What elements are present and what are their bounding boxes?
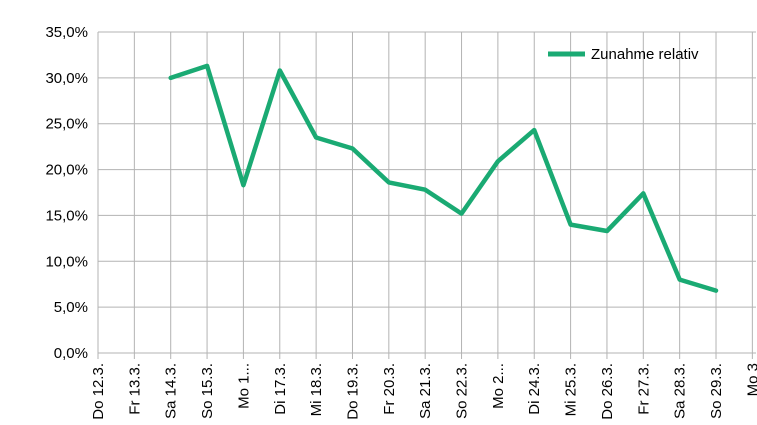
- y-tick-label: 30,0%: [45, 70, 88, 87]
- x-tick-label: Mo 1...: [235, 363, 252, 409]
- x-tick-label: Do 19.3.: [344, 363, 361, 420]
- y-tick-label: 15,0%: [45, 207, 88, 224]
- x-tick-label: Di 17.3.: [272, 363, 289, 415]
- x-tick-label: Mo 3: [744, 363, 757, 396]
- x-tick-label: Sa 14.3.: [163, 363, 180, 419]
- x-tick-label: Di 24.3.: [526, 363, 543, 415]
- x-axis-tick-labels: Do 12.3. Fr 13.3. Sa 14.3. So 15.3. Mo 1... D…: [90, 363, 757, 420]
- x-tick-label: Do 26.3.: [599, 363, 616, 420]
- legend: Zunahme relativ: [548, 46, 699, 63]
- x-tick-label: Mo 2...: [490, 363, 507, 409]
- x-tick-label: So 22.3.: [454, 363, 471, 419]
- x-tick-label: Sa 21.3.: [417, 363, 434, 419]
- grid-lines: [97, 31, 756, 359]
- series-lines: [168, 63, 719, 293]
- series-line: [168, 63, 719, 293]
- y-tick-label: 25,0%: [45, 116, 88, 133]
- x-tick-label: Mi 25.3.: [563, 363, 580, 416]
- y-tick-label: 10,0%: [45, 253, 88, 270]
- x-tick-label: Fr 13.3.: [126, 363, 143, 415]
- x-tick-label: Sa 28.3.: [672, 363, 689, 419]
- y-tick-label: 35,0%: [45, 24, 88, 41]
- x-tick-label: Fr 20.3.: [381, 363, 398, 415]
- x-tick-label: Do 12.3.: [90, 363, 107, 420]
- x-tick-label: So 15.3.: [199, 363, 216, 419]
- y-tick-label: 5,0%: [54, 299, 88, 316]
- y-tick-label: 0,0%: [54, 345, 88, 362]
- y-tick-label: 20,0%: [45, 162, 88, 179]
- x-tick-label: Mi 18.3.: [308, 363, 325, 416]
- y-axis-tick-labels: 0,0% 5,0% 10,0% 15,0% 20,0% 25,0% 30,0% 35,0%: [45, 24, 88, 362]
- x-tick-label: So 29.3.: [708, 363, 725, 419]
- legend-label-zunahme-relativ: Zunahme relativ: [591, 46, 699, 63]
- x-tick-label: Fr 27.3.: [635, 363, 652, 415]
